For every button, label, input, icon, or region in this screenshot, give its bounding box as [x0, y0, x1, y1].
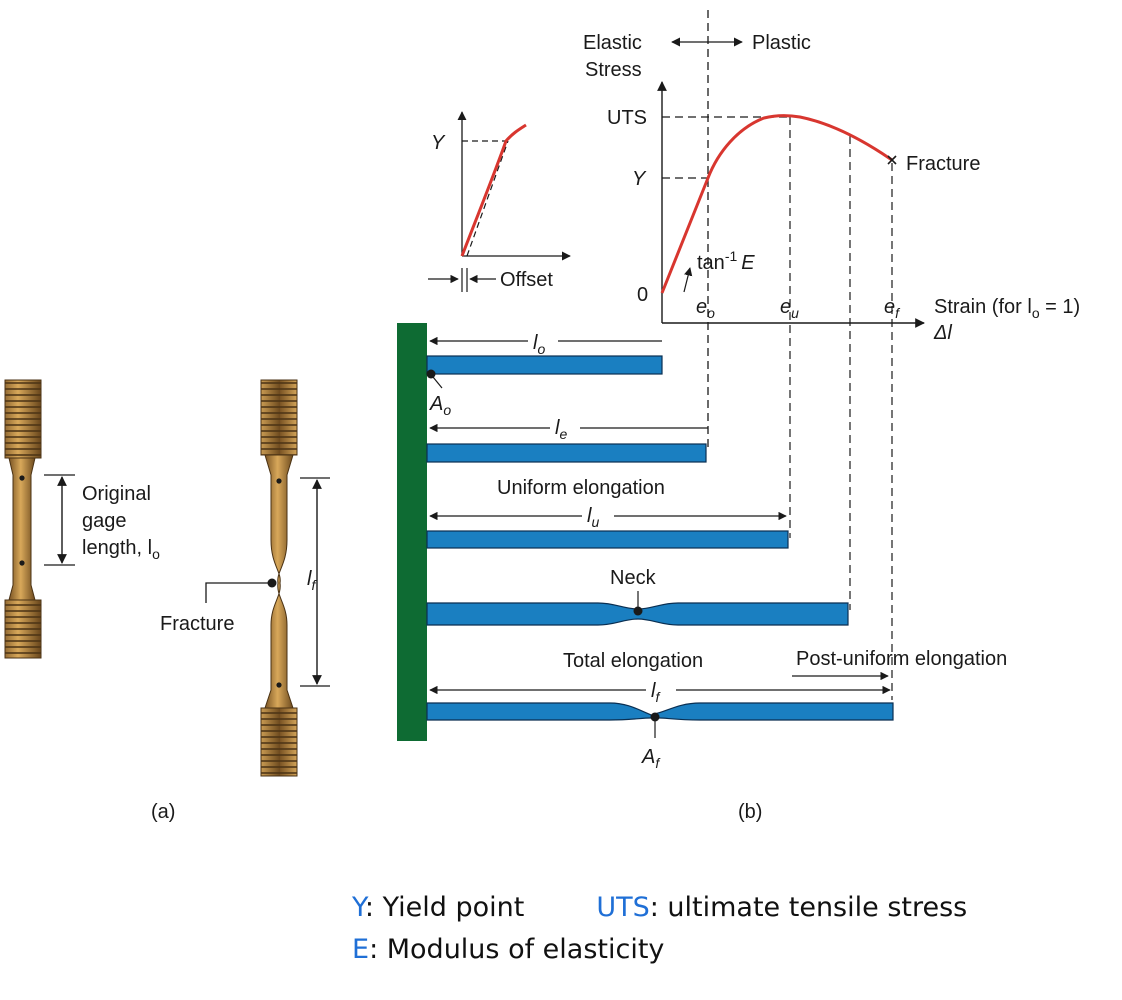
inset-chart	[428, 111, 571, 292]
plastic-label: Plastic	[752, 32, 811, 54]
lu-label: lu	[587, 505, 599, 530]
lf-label-a: lf	[307, 568, 317, 593]
origin-label: 0	[637, 284, 648, 306]
bar-fractured	[426, 685, 894, 738]
stress-axis-label: Stress	[585, 59, 642, 81]
tan-inverse-e-label: tan-1 E	[697, 248, 755, 274]
lf-label-bg	[646, 676, 676, 702]
fracture-label-b: Fracture	[906, 153, 980, 175]
neck-label: Neck	[610, 567, 657, 589]
fracture-leader	[205, 582, 270, 603]
uniform-elongation-label: Uniform elongation	[497, 477, 665, 499]
legend-e-text: : Modulus of elasticity	[369, 934, 665, 965]
fracture-label-a: Fracture	[160, 613, 234, 635]
fractured-specimen	[260, 379, 298, 777]
post-uniform-elongation-label: Post-uniform elongation	[796, 648, 1007, 670]
lu-label-bg	[582, 502, 614, 528]
le-label: le	[555, 417, 567, 442]
gage-label-line-1: Original	[82, 483, 151, 505]
af-label: Af	[641, 746, 661, 771]
bar-necked	[426, 591, 849, 626]
legend-y-key: Y	[352, 892, 365, 923]
gage-label-line-3: length, lo	[82, 537, 160, 562]
legend-line-1: Y: Yield point UTS: ultimate tensile stre…	[352, 892, 967, 923]
strain-axis-label: Strain (for lo = 1)	[934, 296, 1080, 321]
original-specimen	[4, 379, 42, 659]
legend-line-2: E: Modulus of elasticity	[352, 934, 664, 965]
final-length-dimension	[300, 477, 330, 687]
eu-label: eu	[780, 296, 799, 321]
ef-label: ef	[884, 296, 901, 321]
caption-b: (b)	[738, 801, 762, 823]
ao-label: Ao	[429, 393, 451, 418]
bar-original	[426, 336, 663, 389]
gage-label-line-2: gage	[82, 510, 127, 532]
uts-tick-label: UTS	[607, 107, 647, 129]
delta-l-label: Δl	[933, 322, 952, 344]
elastic-label: Elastic	[583, 32, 642, 54]
caption-a: (a)	[151, 801, 175, 823]
total-elongation-label: Total elongation	[563, 650, 703, 672]
le-label-bg	[550, 414, 580, 440]
legend-y-text: : Yield point	[364, 892, 525, 923]
bar-uniform	[426, 511, 789, 549]
legend-e-key: E	[352, 934, 370, 965]
tensile-test-figure: Original gage length, lo Fracture lf (a)…	[4, 10, 1080, 823]
fixed-wall	[397, 323, 427, 741]
lo-label: lo	[533, 332, 545, 357]
main-stress-strain-chart	[657, 10, 925, 700]
legend-uts-key: UTS	[596, 892, 650, 923]
inset-offset-label: Offset	[500, 269, 553, 291]
inset-y-label: Y	[431, 132, 446, 154]
lo-label-bg	[528, 328, 558, 354]
eo-label: eo	[696, 296, 715, 321]
lf-label-b: lf	[651, 680, 661, 705]
y-tick-label: Y	[632, 168, 647, 190]
legend-uts-text: : ultimate tensile stress	[649, 892, 968, 923]
gage-length-dimension	[44, 474, 75, 566]
